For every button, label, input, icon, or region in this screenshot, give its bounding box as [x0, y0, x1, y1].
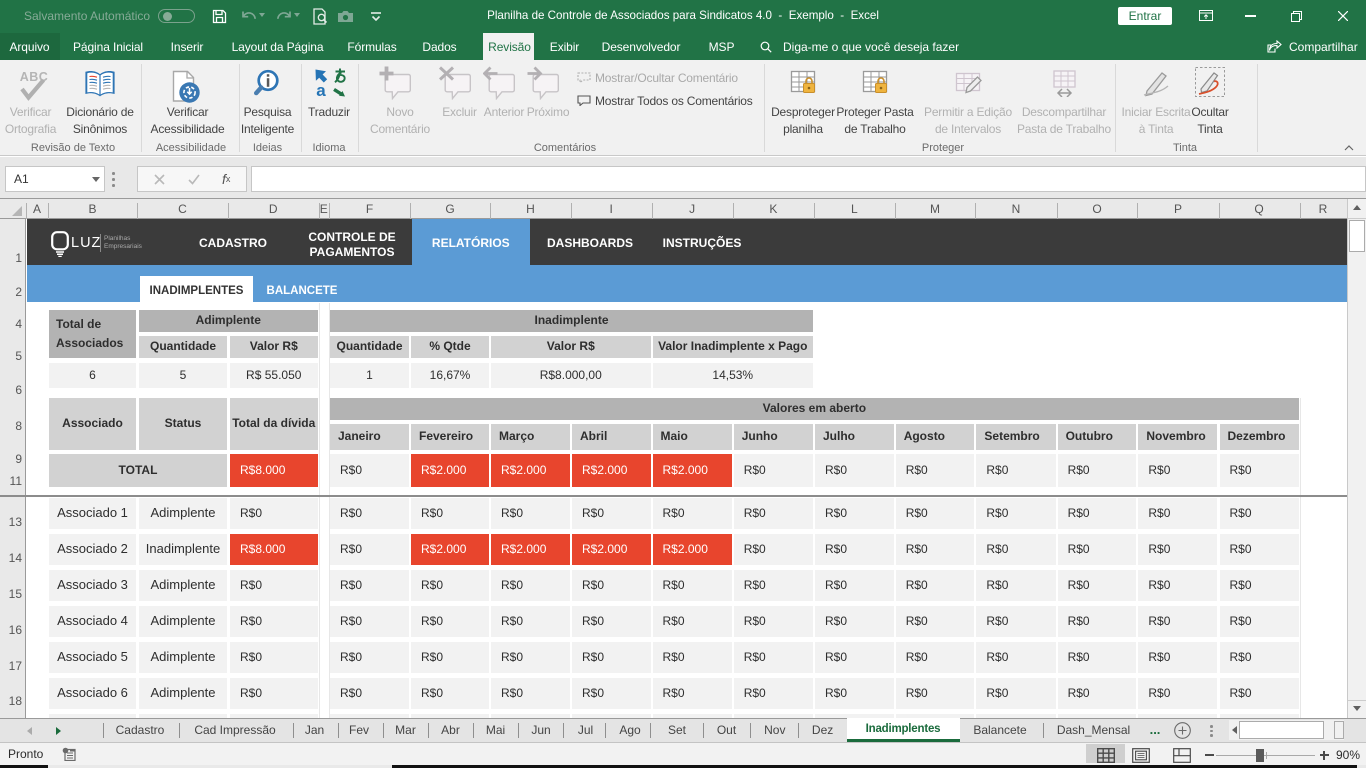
svg-text:a: a	[316, 81, 326, 100]
